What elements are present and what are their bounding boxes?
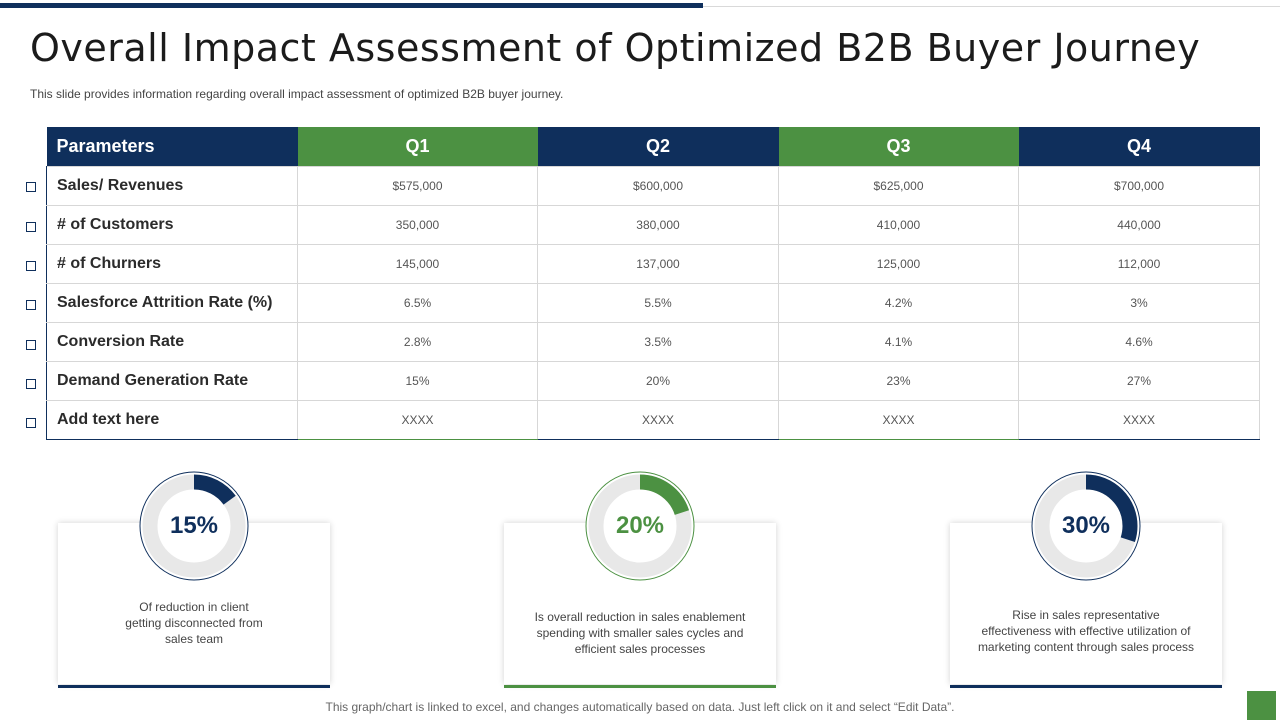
row-label: # of Customers xyxy=(46,205,298,245)
table-row: # of Churners 145,000 137,000 125,000 11… xyxy=(46,244,1260,284)
card-accent-bar xyxy=(950,685,1222,688)
stat-card-2: Is overall reduction in sales enablement… xyxy=(504,523,776,688)
page-title: Overall Impact Assessment of Optimized B… xyxy=(30,26,1201,70)
table-cell: 4.6% xyxy=(1018,322,1260,362)
table-cell: 3% xyxy=(1018,283,1260,323)
table-cell: XXXX xyxy=(297,400,538,440)
table-cell: 23% xyxy=(778,361,1019,401)
table-row: # of Customers 350,000 380,000 410,000 4… xyxy=(46,205,1260,245)
stat-description: Of reduction in client getting disconnec… xyxy=(78,599,310,647)
table-row: Demand Generation Rate 15% 20% 23% 27% xyxy=(46,361,1260,401)
row-bullet xyxy=(26,182,36,192)
stat-description: Is overall reduction in sales enablement… xyxy=(524,609,756,657)
row-label: Sales/ Revenues xyxy=(46,166,298,206)
table-cell: XXXX xyxy=(778,400,1019,440)
header-parameters: Parameters xyxy=(46,127,298,167)
table-row: Salesforce Attrition Rate (%) 6.5% 5.5% … xyxy=(46,283,1260,323)
stat-description-line: spending with smaller sales cycles and xyxy=(536,626,744,640)
table-cell: 6.5% xyxy=(297,283,538,323)
stat-percent: 15% xyxy=(169,512,219,539)
top-accent-bar xyxy=(0,3,703,8)
stat-description-line: getting disconnected from xyxy=(125,616,263,630)
page-subtitle: This slide provides information regardin… xyxy=(30,87,564,101)
top-accent-line xyxy=(703,6,1280,7)
stat-description-line: Is overall reduction in sales enablement xyxy=(534,610,746,624)
row-bullet xyxy=(26,261,36,271)
table-cell: XXXX xyxy=(537,400,779,440)
table-header-row: Parameters Q1 Q2 Q3 Q4 xyxy=(46,127,1260,167)
donut-ring: 30% xyxy=(1030,470,1142,582)
header-q1: Q1 xyxy=(297,127,538,167)
table-row: Sales/ Revenues $575,000 $600,000 $625,0… xyxy=(46,166,1260,206)
table-cell: 15% xyxy=(297,361,538,401)
table-cell: $700,000 xyxy=(1018,166,1260,206)
donut-value-arc xyxy=(1034,474,1138,578)
table-cell: 4.1% xyxy=(778,322,1019,362)
table-cell: 410,000 xyxy=(778,205,1019,245)
stat-description-line: Of reduction in client xyxy=(139,600,249,614)
row-bullet xyxy=(26,418,36,428)
row-label: Salesforce Attrition Rate (%) xyxy=(46,283,298,323)
row-label: # of Churners xyxy=(46,244,298,284)
row-bullet xyxy=(26,222,36,232)
row-bullet xyxy=(26,300,36,310)
header-q4: Q4 xyxy=(1018,127,1260,167)
table-cell: $575,000 xyxy=(297,166,538,206)
table-cell: XXXX xyxy=(1018,400,1260,440)
stat-description-line: effectiveness with effective utilization… xyxy=(981,624,1191,638)
donut-svg xyxy=(1031,471,1141,581)
corner-accent xyxy=(1247,691,1276,720)
donut-ring: 20% xyxy=(584,470,696,582)
table-cell: 350,000 xyxy=(297,205,538,245)
row-bullet xyxy=(26,340,36,350)
footer-note: This graph/chart is linked to excel, and… xyxy=(325,700,955,714)
table-cell: 20% xyxy=(537,361,779,401)
table-cell: 137,000 xyxy=(537,244,779,284)
header-q2: Q2 xyxy=(537,127,779,167)
row-label: Conversion Rate xyxy=(46,322,298,362)
row-bullet xyxy=(26,379,36,389)
donut-value-arc xyxy=(588,474,692,578)
stat-percent: 20% xyxy=(615,512,665,539)
card-accent-bar xyxy=(58,685,330,688)
table-cell: 27% xyxy=(1018,361,1260,401)
table-cell: 380,000 xyxy=(537,205,779,245)
row-label: Add text here xyxy=(46,400,298,440)
table-row: Add text here XXXX XXXX XXXX XXXX xyxy=(46,400,1260,440)
stat-description-line: marketing content through sales process xyxy=(977,640,1195,654)
table-cell: $625,000 xyxy=(778,166,1019,206)
stat-percent: 30% xyxy=(1061,512,1111,539)
row-label: Demand Generation Rate xyxy=(46,361,298,401)
donut-svg xyxy=(139,471,249,581)
stat-description-line: Rise in sales representative xyxy=(1012,608,1160,622)
stat-description-line: sales team xyxy=(164,632,224,646)
card-accent-bar xyxy=(504,685,776,688)
table-cell: $600,000 xyxy=(537,166,779,206)
donut-ring: 15% xyxy=(138,470,250,582)
table-cell: 2.8% xyxy=(297,322,538,362)
donut-value-arc xyxy=(142,474,246,578)
table-cell: 125,000 xyxy=(778,244,1019,284)
parameters-table: Parameters Q1 Q2 Q3 Q4 Sales/ Revenues $… xyxy=(46,127,1260,440)
table-cell: 3.5% xyxy=(537,322,779,362)
stat-description: Rise in sales representative effectivene… xyxy=(970,607,1202,655)
table-cell: 145,000 xyxy=(297,244,538,284)
stat-description-line: efficient sales processes xyxy=(574,642,706,656)
header-q3: Q3 xyxy=(778,127,1019,167)
table-cell: 112,000 xyxy=(1018,244,1260,284)
table-cell: 5.5% xyxy=(537,283,779,323)
table-cell: 440,000 xyxy=(1018,205,1260,245)
table-cell: 4.2% xyxy=(778,283,1019,323)
table-row: Conversion Rate 2.8% 3.5% 4.1% 4.6% xyxy=(46,322,1260,362)
donut-svg xyxy=(585,471,695,581)
